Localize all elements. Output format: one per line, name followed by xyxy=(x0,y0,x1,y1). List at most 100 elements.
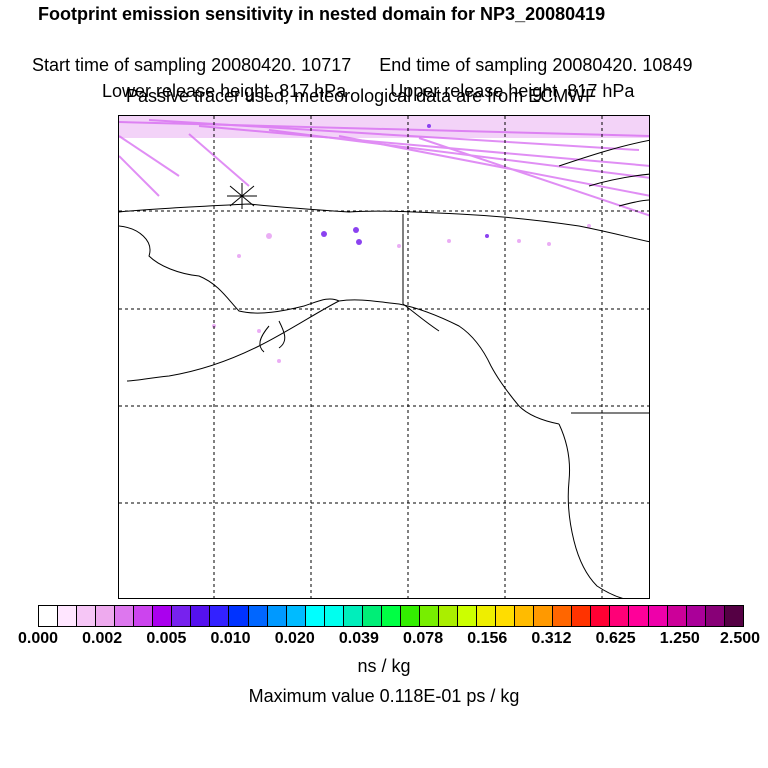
colorbar-segment xyxy=(438,606,459,626)
colorbar-tick-label: 0.625 xyxy=(595,630,636,647)
colorbar-segment xyxy=(496,606,516,626)
start-time: Start time of sampling 20080420. 10717 xyxy=(32,55,352,75)
plume-streak xyxy=(188,133,250,187)
colorbar-segment xyxy=(305,606,325,626)
map-panel xyxy=(118,115,650,599)
colorbar-segment xyxy=(362,606,382,626)
colorbar-segment xyxy=(115,606,135,626)
plume-patch xyxy=(547,242,551,246)
arctic-coast xyxy=(119,203,649,243)
colorbar-tick-label: 0.000 xyxy=(17,630,59,647)
bering-coast xyxy=(119,225,340,314)
plume-patch xyxy=(517,239,521,243)
colorbar-segment xyxy=(667,606,687,626)
plume-streak xyxy=(418,137,649,217)
colorbar-tick-label: 0.156 xyxy=(467,630,508,647)
colorbar-segment xyxy=(572,606,592,626)
colorbar-segment xyxy=(248,606,268,626)
colorbar-segment xyxy=(458,606,478,626)
plume-patch xyxy=(447,239,451,243)
plume-patch xyxy=(587,224,591,228)
colorbar-tick-label: 0.312 xyxy=(531,630,572,647)
colorbar-segment xyxy=(77,606,97,626)
plume-streak xyxy=(119,155,160,197)
plume-spot xyxy=(485,234,489,238)
alaska-peninsula xyxy=(126,300,340,382)
colorbar-segment xyxy=(39,606,59,626)
end-time: End time of sampling 20080420. 10849 xyxy=(379,55,693,75)
colorbar-segment xyxy=(419,606,439,626)
colorbar-segment xyxy=(134,606,154,626)
colorbar-segment xyxy=(172,606,192,626)
plume-spot xyxy=(321,231,327,237)
colorbar-segment xyxy=(210,606,230,626)
colorbar-segment xyxy=(724,606,743,626)
colorbar-tick-label: 1.250 xyxy=(659,630,700,647)
plume-streak xyxy=(268,129,649,179)
colorbar-tick-label: 2.500 xyxy=(719,630,761,647)
receptor-marker xyxy=(227,183,257,209)
lower-release-height: Lower release height 817 hPa xyxy=(102,81,347,101)
colorbar-tick-label: 0.078 xyxy=(403,630,444,647)
plume-patch xyxy=(397,244,401,248)
colorbar-segment xyxy=(58,606,78,626)
colorbar-segment xyxy=(534,606,554,626)
colorbar-segment xyxy=(591,606,611,626)
colorbar-tick-label: 0.002 xyxy=(82,630,123,647)
pacific-northwest-coast xyxy=(558,423,623,598)
plume-spot xyxy=(356,239,362,245)
colorbar-segment xyxy=(153,606,173,626)
maximum-value: Maximum value 0.118E-01 ps / kg xyxy=(248,686,520,706)
political-borders xyxy=(402,214,649,414)
plume-patch xyxy=(237,254,241,258)
colorbar-tick-label: 0.039 xyxy=(338,630,379,647)
colorbar-segment xyxy=(686,606,706,626)
kodiak-outline xyxy=(259,320,286,353)
sampling-times: Start time of sampling 20080420. 10717 En… xyxy=(22,34,768,76)
coastlines xyxy=(119,139,649,598)
colorbar-tick-label: 0.005 xyxy=(146,630,187,647)
map-canvas xyxy=(119,116,649,598)
colorbar-segment xyxy=(400,606,420,626)
colorbar-segment xyxy=(553,606,573,626)
colorbar-segment xyxy=(343,606,363,626)
colorbar-tick-label: 0.010 xyxy=(210,630,251,647)
colorbar-segment xyxy=(610,606,630,626)
plume-patches xyxy=(212,224,591,363)
plume-streak xyxy=(119,135,180,177)
colorbar-segment xyxy=(629,606,649,626)
colorbar-segment xyxy=(477,606,497,626)
tracer-info: Passive tracer used, meteorological data… xyxy=(126,86,597,106)
plume-patch xyxy=(257,329,261,333)
colorbar-segment xyxy=(324,606,344,626)
colorbar-segment xyxy=(267,606,287,626)
colorbar-segment xyxy=(515,606,535,626)
plume-spot xyxy=(353,227,359,233)
colorbar-segment xyxy=(96,606,116,626)
upper-release-height: Upper release height 817 hPa xyxy=(390,81,635,101)
plume-streak xyxy=(198,125,649,167)
plume-max-spots xyxy=(321,124,489,245)
colorbar-segment xyxy=(648,606,668,626)
panhandle-border xyxy=(402,303,440,332)
arctic-islands xyxy=(558,139,649,207)
emission-sensitivity-field xyxy=(119,116,649,363)
colorbar-segment xyxy=(381,606,401,626)
release-heights: Lower release height 817 hPa Upper releas… xyxy=(92,60,768,102)
plume-patch xyxy=(277,359,281,363)
gulf-of-alaska-coast xyxy=(338,299,560,425)
colorbar-segment xyxy=(229,606,249,626)
plot-title: Footprint emission sensitivity in nested… xyxy=(38,4,606,24)
plume-streak xyxy=(338,135,649,197)
plume-streak xyxy=(148,119,640,151)
colorbar xyxy=(38,605,744,627)
colorbar-segment xyxy=(286,606,306,626)
lat-lon-grid xyxy=(119,116,649,598)
plume-spot xyxy=(427,124,431,128)
colorbar-segment xyxy=(705,606,725,626)
colorbar-tick-label: 0.020 xyxy=(274,630,315,647)
plume-streaks xyxy=(119,119,649,217)
colorbar-segment xyxy=(191,606,211,626)
colorbar-unit: ns / kg xyxy=(357,656,411,676)
plume-patch xyxy=(266,233,272,239)
